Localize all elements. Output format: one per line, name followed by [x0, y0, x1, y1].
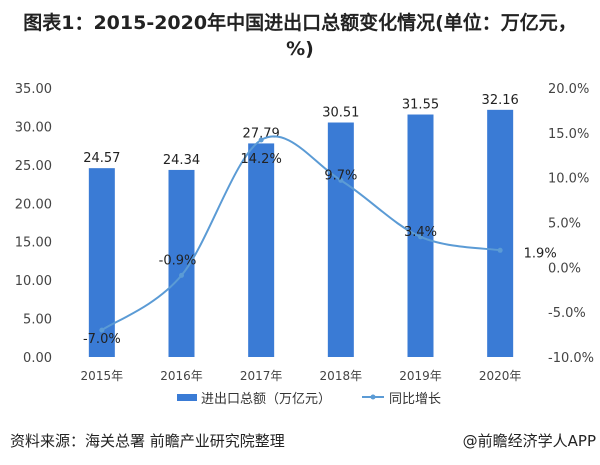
growth-point	[179, 272, 184, 278]
y2-tick-label: -5.0%	[548, 306, 586, 321]
y2-tick-label: 0.0%	[548, 261, 581, 276]
legend-line-label: 同比增长	[389, 392, 441, 407]
y-tick-label: 0.00	[23, 351, 52, 366]
x-tick-label: 2016年	[160, 369, 203, 383]
y-tick-label: 35.00	[15, 82, 52, 97]
y2-tick-label: 10.0%	[548, 172, 589, 187]
x-tick-label: 2015年	[81, 369, 124, 383]
bar-data-label: 24.57	[83, 151, 120, 166]
legend-bar-label: 进出口总额（万亿元）	[201, 392, 331, 407]
growth-data-label: 3.4%	[404, 225, 437, 240]
y-tick-label: 20.00	[15, 197, 52, 212]
growth-data-label: 9.7%	[324, 168, 357, 183]
bar-data-label: 30.51	[322, 106, 359, 121]
y2-tick-label: 20.0%	[548, 82, 589, 97]
source-note: 资料来源：海关总署 前瞻产业研究院整理	[10, 432, 285, 450]
growth-data-label: -7.0%	[83, 332, 121, 347]
y-tick-label: 30.00	[15, 120, 52, 135]
x-tick-label: 2020年	[479, 369, 522, 383]
growth-data-label: 14.2%	[241, 152, 282, 167]
growth-point	[497, 247, 503, 253]
y-tick-label: 10.00	[15, 274, 52, 289]
bar	[248, 143, 275, 357]
growth-point	[338, 177, 344, 183]
bar-data-label: 31.55	[402, 98, 439, 113]
y2-tick-label: 15.0%	[548, 127, 589, 142]
growth-data-label: -0.9%	[159, 253, 197, 268]
bar-data-label: 32.16	[482, 93, 519, 108]
bar-data-label: 24.34	[163, 153, 200, 168]
growth-point	[99, 327, 105, 333]
growth-line	[101, 135, 501, 331]
y-tick-label: 15.00	[15, 236, 52, 251]
x-tick-label: 2019年	[399, 369, 442, 383]
chart-title: 图表1：2015-2020年中国进出口总额变化情况(单位：万亿元，%)	[23, 12, 577, 60]
growth-point	[418, 234, 423, 240]
bar	[327, 122, 354, 358]
y-tick-label: 25.00	[15, 159, 52, 174]
growth-point	[258, 137, 264, 143]
legend-bar-swatch	[177, 394, 197, 401]
x-tick-label: 2017年	[240, 369, 283, 383]
bar	[487, 109, 514, 358]
growth-data-label: 1.9%	[524, 246, 557, 261]
y-tick-label: 5.00	[23, 313, 52, 328]
y2-tick-label: 5.0%	[548, 217, 581, 232]
legend-line-marker	[370, 394, 376, 400]
y2-tick-label: -10.0%	[548, 351, 594, 366]
credit-note: @前瞻经济学人APP	[462, 432, 596, 450]
x-tick-label: 2018年	[320, 369, 363, 383]
